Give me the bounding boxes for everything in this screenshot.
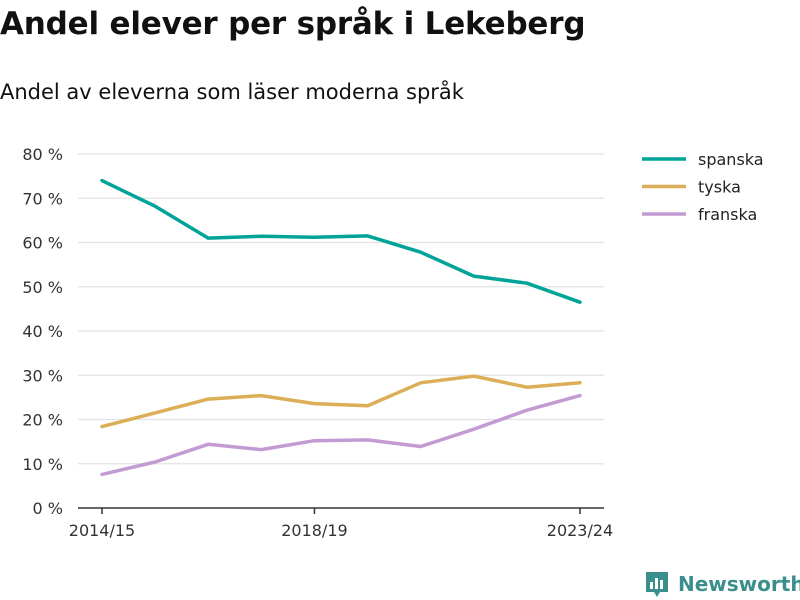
- y-tick-label: 20 %: [22, 411, 63, 430]
- x-tick-label: 2018/19: [281, 521, 347, 540]
- brand-name: Newsworthy: [678, 572, 800, 596]
- y-tick-label: 40 %: [22, 322, 63, 341]
- x-tick-label: 2023/24: [547, 521, 613, 540]
- y-tick-label: 70 %: [22, 189, 63, 208]
- series-line-tyska: [100, 374, 582, 429]
- axes: 0 % 10 % 20 % 30 % 40 % 50 % 60 % 70 % 80 % 2014/…: [22, 145, 613, 540]
- y-tick-label: 80 %: [22, 145, 63, 164]
- y-tick-label: 10 %: [22, 455, 63, 474]
- gridlines: [78, 153, 604, 465]
- newsworthy-icon: [646, 572, 668, 597]
- y-tick-label: 0 %: [33, 499, 63, 518]
- y-tick-label: 60 %: [22, 234, 63, 253]
- legend-label-spanska: spanska: [698, 150, 764, 169]
- series-lines: [100, 178, 582, 477]
- legend: spanska tyska franska: [642, 150, 764, 224]
- y-tick-label: 50 %: [22, 278, 63, 297]
- y-tick-label: 30 %: [22, 366, 63, 385]
- series-line-spanska: [100, 178, 582, 304]
- x-tick-label: 2014/15: [69, 521, 135, 540]
- legend-label-franska: franska: [698, 205, 757, 224]
- chart-title: Andel elever per språk i Lekeberg: [0, 6, 586, 42]
- chart-subtitle: Andel av eleverna som läser moderna språ…: [0, 80, 464, 104]
- legend-label-tyska: tyska: [698, 178, 741, 197]
- brand-logo: Newsworthy: [644, 570, 800, 598]
- series-line-franska: [100, 393, 582, 477]
